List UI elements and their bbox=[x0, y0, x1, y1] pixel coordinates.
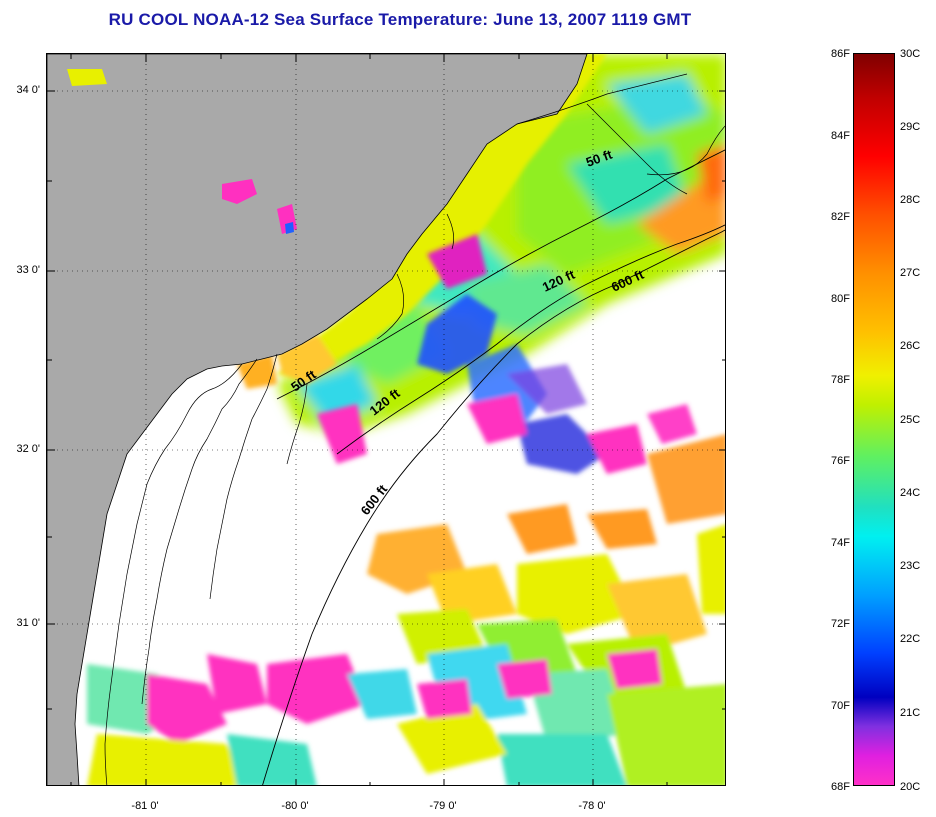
colorbar-label-28c: 28C bbox=[900, 194, 921, 206]
colorbar-label-72f: 72F bbox=[831, 618, 850, 630]
sst-field-north bbox=[277, 54, 725, 434]
lat-label-32: 32 0' bbox=[16, 443, 40, 455]
colorbar-label-27c: 27C bbox=[900, 267, 921, 279]
colorbar-label-68f: 68F bbox=[831, 781, 850, 793]
temperature-colorbar bbox=[853, 53, 895, 786]
lon-label-80: -80 0' bbox=[281, 800, 309, 812]
colorbar-label-76f: 76F bbox=[831, 455, 850, 467]
colorbar-label-30c: 30C bbox=[900, 48, 921, 60]
lon-label-79: -79 0' bbox=[429, 800, 457, 812]
sst-front bbox=[317, 234, 697, 474]
sst-map[interactable]: 50 ft 120 ft 600 ft 50 ft 120 ft 600 ft bbox=[46, 53, 726, 786]
colorbar-label-26c: 26C bbox=[900, 340, 921, 352]
colorbar-label-20c: 20C bbox=[900, 781, 921, 793]
colorbar-label-22c: 22C bbox=[900, 633, 921, 645]
sst-offshore-patches bbox=[87, 434, 725, 785]
land-mass bbox=[47, 54, 588, 785]
lon-label-81: -81 0' bbox=[131, 800, 159, 812]
lat-label-31: 31 0' bbox=[16, 617, 40, 629]
colorbar-label-82f: 82F bbox=[831, 211, 850, 223]
colorbar-label-70f: 70F bbox=[831, 700, 850, 712]
colorbar-label-86f: 86F bbox=[831, 48, 850, 60]
colorbar-label-29c: 29C bbox=[900, 121, 921, 133]
colorbar-label-24c: 24C bbox=[900, 487, 921, 499]
colorbar-label-80f: 80F bbox=[831, 293, 850, 305]
lat-label-34: 34 0' bbox=[16, 84, 40, 96]
lon-label-78: -78 0' bbox=[578, 800, 606, 812]
colorbar-label-21c: 21C bbox=[900, 707, 921, 719]
colorbar-label-25c: 25C bbox=[900, 414, 921, 426]
colorbar-label-23c: 23C bbox=[900, 560, 921, 572]
colorbar-label-74f: 74F bbox=[831, 537, 850, 549]
graticule bbox=[47, 54, 725, 785]
sst-map-canvas: 50 ft 120 ft 600 ft 50 ft 120 ft 600 ft bbox=[47, 54, 725, 785]
isobaths bbox=[262, 149, 725, 785]
colorbar-label-84f: 84F bbox=[831, 130, 850, 142]
map-title: RU COOL NOAA-12 Sea Surface Temperature:… bbox=[108, 10, 692, 29]
axis-ticks bbox=[47, 54, 725, 785]
inland-patches bbox=[67, 69, 297, 234]
lat-label-33: 33 0' bbox=[16, 264, 40, 276]
colorbar-label-78f: 78F bbox=[831, 374, 850, 386]
